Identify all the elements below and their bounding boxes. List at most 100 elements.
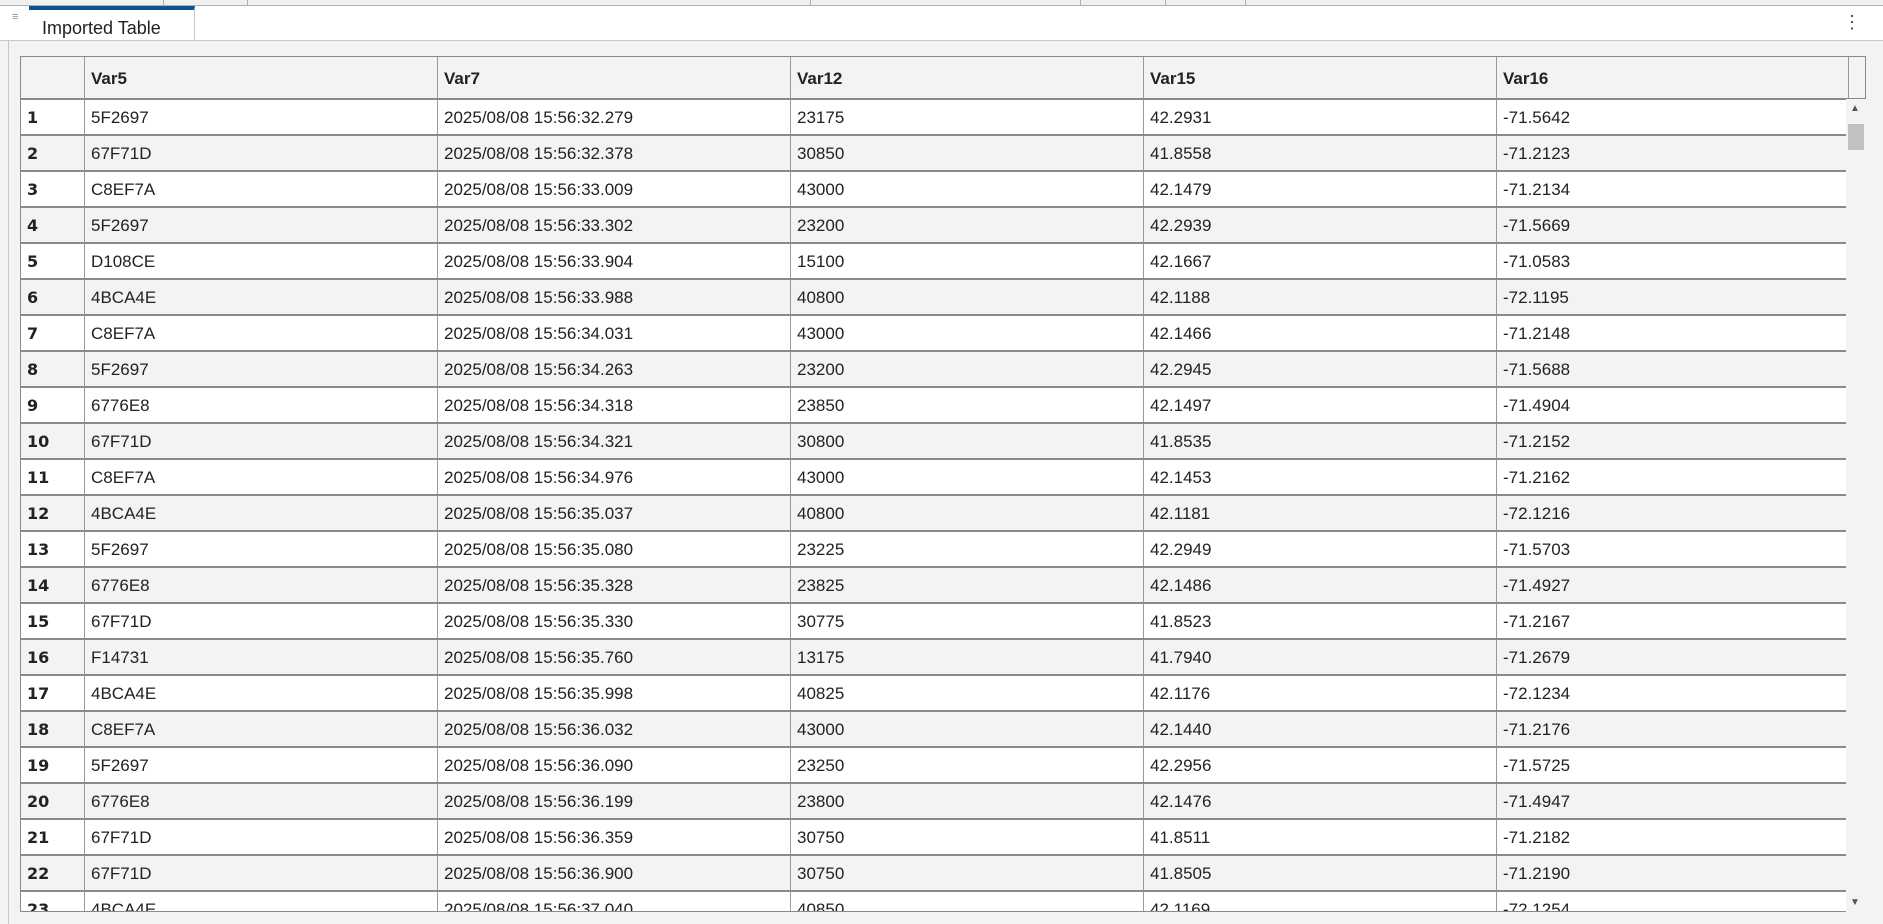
table-cell[interactable]: -71.2134: [1497, 172, 1849, 206]
table-row[interactable]: 12 4BCA4E 2025/08/08 15:56:35.037 40800 42.1…: [21, 496, 1865, 532]
table-cell[interactable]: 5F2697: [85, 208, 438, 242]
table-cell[interactable]: 43000: [791, 712, 1144, 746]
row-number[interactable]: 13: [21, 532, 85, 566]
column-header[interactable]: Var12: [791, 57, 1144, 98]
table-row[interactable]: 2 67F71D 2025/08/08 15:56:32.378 30850 41.85…: [21, 136, 1865, 172]
table-cell[interactable]: -72.1234: [1497, 676, 1849, 710]
table-cell[interactable]: 42.1466: [1144, 316, 1497, 350]
row-number[interactable]: 9: [21, 388, 85, 422]
table-cell[interactable]: 2025/08/08 15:56:34.031: [438, 316, 791, 350]
table-cell[interactable]: 40800: [791, 496, 1144, 530]
table-cell[interactable]: 42.2945: [1144, 352, 1497, 386]
table-cell[interactable]: 40800: [791, 280, 1144, 314]
table-cell[interactable]: 2025/08/08 15:56:36.900: [438, 856, 791, 890]
table-cell[interactable]: 23225: [791, 532, 1144, 566]
column-header[interactable]: Var15: [1144, 57, 1497, 98]
table-cell[interactable]: 42.2931: [1144, 100, 1497, 134]
table-cell[interactable]: 30800: [791, 424, 1144, 458]
table-cell[interactable]: C8EF7A: [85, 172, 438, 206]
table-cell[interactable]: 15100: [791, 244, 1144, 278]
table-cell[interactable]: 41.7940: [1144, 640, 1497, 674]
grip-icon[interactable]: ≡: [12, 11, 19, 23]
table-cell[interactable]: 2025/08/08 15:56:32.279: [438, 100, 791, 134]
more-vertical-icon[interactable]: ⋮: [1843, 12, 1861, 32]
table-cell[interactable]: -71.0583: [1497, 244, 1849, 278]
table-cell[interactable]: -72.1216: [1497, 496, 1849, 530]
table-row[interactable]: 18 C8EF7A 2025/08/08 15:56:36.032 43000 42.1…: [21, 712, 1865, 748]
row-number[interactable]: 11: [21, 460, 85, 494]
table-cell[interactable]: 42.1169: [1144, 892, 1497, 911]
table-cell[interactable]: -71.4947: [1497, 784, 1849, 818]
table-row[interactable]: 16 F14731 2025/08/08 15:56:35.760 13175 41.7…: [21, 640, 1865, 676]
row-number[interactable]: 2: [21, 136, 85, 170]
table-row[interactable]: 10 67F71D 2025/08/08 15:56:34.321 30800 41.8…: [21, 424, 1865, 460]
row-number[interactable]: 18: [21, 712, 85, 746]
table-cell[interactable]: 42.1453: [1144, 460, 1497, 494]
row-number[interactable]: 23: [21, 892, 85, 911]
table-cell[interactable]: 41.8535: [1144, 424, 1497, 458]
table-cell[interactable]: -71.2162: [1497, 460, 1849, 494]
table-cell[interactable]: 2025/08/08 15:56:36.359: [438, 820, 791, 854]
table-row[interactable]: 19 5F2697 2025/08/08 15:56:36.090 23250 42.2…: [21, 748, 1865, 784]
table-cell[interactable]: 2025/08/08 15:56:34.318: [438, 388, 791, 422]
table-cell[interactable]: 23800: [791, 784, 1144, 818]
table-cell[interactable]: 23200: [791, 352, 1144, 386]
table-row[interactable]: 7 C8EF7A 2025/08/08 15:56:34.031 43000 42.14…: [21, 316, 1865, 352]
table-cell[interactable]: C8EF7A: [85, 712, 438, 746]
table-cell[interactable]: 42.1181: [1144, 496, 1497, 530]
table-cell[interactable]: 4BCA4E: [85, 892, 438, 911]
table-cell[interactable]: 2025/08/08 15:56:35.760: [438, 640, 791, 674]
row-number[interactable]: 21: [21, 820, 85, 854]
table-cell[interactable]: 42.1497: [1144, 388, 1497, 422]
table-row[interactable]: 5 D108CE 2025/08/08 15:56:33.904 15100 42.16…: [21, 244, 1865, 280]
row-number[interactable]: 20: [21, 784, 85, 818]
table-row[interactable]: 15 67F71D 2025/08/08 15:56:35.330 30775 41.8…: [21, 604, 1865, 640]
table-cell[interactable]: 30750: [791, 820, 1144, 854]
table-cell[interactable]: 5F2697: [85, 748, 438, 782]
row-number[interactable]: 17: [21, 676, 85, 710]
column-header[interactable]: Var5: [85, 57, 438, 98]
table-cell[interactable]: 23175: [791, 100, 1144, 134]
table-row[interactable]: 11 C8EF7A 2025/08/08 15:56:34.976 43000 42.1…: [21, 460, 1865, 496]
table-cell[interactable]: C8EF7A: [85, 316, 438, 350]
table-cell[interactable]: 2025/08/08 15:56:35.330: [438, 604, 791, 638]
table-cell[interactable]: -71.4927: [1497, 568, 1849, 602]
table-cell[interactable]: 67F71D: [85, 136, 438, 170]
table-cell[interactable]: -71.2152: [1497, 424, 1849, 458]
row-number[interactable]: 6: [21, 280, 85, 314]
table-cell[interactable]: 42.1440: [1144, 712, 1497, 746]
table-cell[interactable]: 23250: [791, 748, 1144, 782]
table-cell[interactable]: 2025/08/08 15:56:33.009: [438, 172, 791, 206]
table-row[interactable]: 22 67F71D 2025/08/08 15:56:36.900 30750 41.8…: [21, 856, 1865, 892]
table-cell[interactable]: 2025/08/08 15:56:37.040: [438, 892, 791, 911]
table-cell[interactable]: 67F71D: [85, 604, 438, 638]
table-cell[interactable]: 4BCA4E: [85, 676, 438, 710]
corner-cell[interactable]: [21, 57, 85, 98]
table-cell[interactable]: C8EF7A: [85, 460, 438, 494]
row-number[interactable]: 22: [21, 856, 85, 890]
column-header[interactable]: Var16: [1497, 57, 1849, 98]
table-cell[interactable]: -72.1195: [1497, 280, 1849, 314]
table-row[interactable]: 1 5F2697 2025/08/08 15:56:32.279 23175 42.29…: [21, 100, 1865, 136]
table-cell[interactable]: 41.8558: [1144, 136, 1497, 170]
table-row[interactable]: 6 4BCA4E 2025/08/08 15:56:33.988 40800 42.11…: [21, 280, 1865, 316]
table-row[interactable]: 17 4BCA4E 2025/08/08 15:56:35.998 40825 42.1…: [21, 676, 1865, 712]
table-cell[interactable]: -71.2176: [1497, 712, 1849, 746]
table-cell[interactable]: 42.1188: [1144, 280, 1497, 314]
table-cell[interactable]: 67F71D: [85, 856, 438, 890]
table-cell[interactable]: -71.5703: [1497, 532, 1849, 566]
table-cell[interactable]: 2025/08/08 15:56:35.998: [438, 676, 791, 710]
row-number[interactable]: 8: [21, 352, 85, 386]
table-cell[interactable]: 2025/08/08 15:56:33.302: [438, 208, 791, 242]
table-row[interactable]: 3 C8EF7A 2025/08/08 15:56:33.009 43000 42.14…: [21, 172, 1865, 208]
table-cell[interactable]: 6776E8: [85, 568, 438, 602]
table-cell[interactable]: 42.1176: [1144, 676, 1497, 710]
table-cell[interactable]: 5F2697: [85, 100, 438, 134]
table-cell[interactable]: 23850: [791, 388, 1144, 422]
row-number[interactable]: 1: [21, 100, 85, 134]
row-number[interactable]: 3: [21, 172, 85, 206]
row-number[interactable]: 10: [21, 424, 85, 458]
table-cell[interactable]: 2025/08/08 15:56:34.976: [438, 460, 791, 494]
table-cell[interactable]: 42.1486: [1144, 568, 1497, 602]
scrollbar-thumb[interactable]: [1848, 124, 1864, 150]
